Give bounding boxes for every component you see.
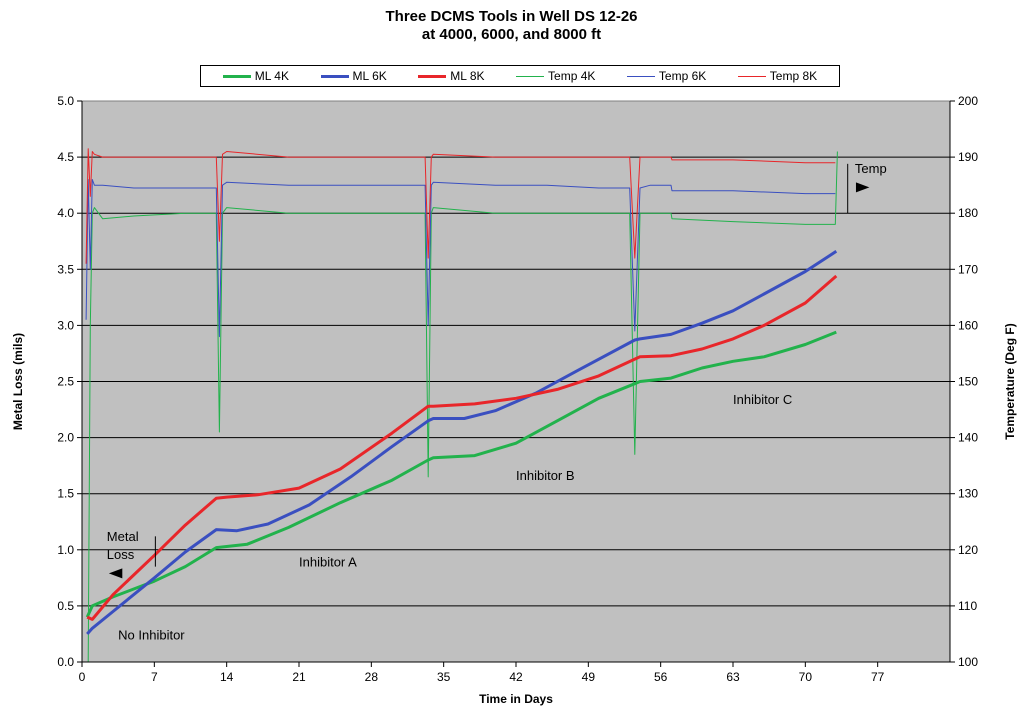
annotation-loss: Loss bbox=[107, 547, 135, 562]
annotation-no-inhibitor: No Inhibitor bbox=[118, 628, 185, 643]
legend-item-temp-6k: Temp 6K bbox=[626, 69, 707, 83]
legend-swatch-temp-8k bbox=[737, 75, 766, 77]
chart-title-line-2: at 4000, 6000, and 8000 ft bbox=[421, 26, 602, 43]
annotation-inhibitor-b: Inhibitor B bbox=[516, 468, 575, 483]
legend-item-ml-6k: ML 6K bbox=[320, 69, 387, 83]
annotation-temp: Temp bbox=[855, 161, 887, 176]
y-tick-label-9: 4.5 bbox=[57, 150, 74, 164]
axis-layer: 0.0 0.5 1.0 1.5 2.0 2.5 3.0 3.5 4.0 4.5 5.0 100 110 1… bbox=[11, 94, 1017, 706]
x-tick-label-8: 56 bbox=[654, 670, 668, 684]
legend-label-temp-4k: Temp 4K bbox=[548, 69, 596, 83]
x-tick-label-7: 49 bbox=[582, 670, 596, 684]
y2-tick-label-2: 120 bbox=[958, 543, 978, 557]
series-layer bbox=[85, 148, 838, 663]
y-tick-label-6: 3.0 bbox=[57, 318, 74, 332]
x-axis-label: Time in Days bbox=[479, 692, 553, 706]
temp-arrow-right bbox=[855, 182, 870, 193]
x-tick-label-5: 35 bbox=[437, 670, 451, 684]
series-line-temp-4k bbox=[87, 151, 838, 663]
chart-title-line-1: Three DCMS Tools in Well DS 12-26 bbox=[385, 8, 638, 25]
legend-label-ml-4k: ML 4K bbox=[254, 69, 289, 83]
y-tick-label-0: 0.0 bbox=[57, 655, 74, 669]
x-tick-label-9: 63 bbox=[726, 670, 740, 684]
legend-item-ml-8k: ML 8K bbox=[418, 69, 485, 83]
y2-tick-label-4: 140 bbox=[958, 431, 978, 445]
legend-label-ml-8k: ML 8K bbox=[450, 69, 485, 83]
legend-item-temp-4k: Temp 4K bbox=[516, 69, 595, 83]
x-tick-label-0: 0 bbox=[79, 670, 86, 684]
annotation-inhibitor-c: Inhibitor C bbox=[733, 392, 792, 407]
y-tick-label-10: 5.0 bbox=[57, 94, 74, 108]
series-line-temp-6k bbox=[85, 179, 836, 338]
y2-tick-label-8: 180 bbox=[958, 206, 978, 220]
annotation-metal: Metal bbox=[107, 529, 139, 544]
series-line-ml-4k bbox=[85, 330, 837, 618]
legend-swatch-ml-8k bbox=[418, 74, 447, 78]
y2-tick-label-9: 190 bbox=[958, 150, 978, 164]
y-axis-label: Metal Loss (mils) bbox=[11, 333, 25, 430]
y2-tick-label-0: 100 bbox=[958, 655, 978, 669]
x-tick-label-1: 7 bbox=[151, 670, 158, 684]
chart-legend: ML 4K ML 6K ML 8K Temp 4K Temp 6K Temp 8… bbox=[200, 65, 840, 87]
series-line-ml-6k bbox=[86, 250, 838, 636]
x-tick-label-6: 42 bbox=[509, 670, 523, 684]
y-tick-label-3: 1.5 bbox=[57, 487, 74, 501]
annotation-inhibitor-a: Inhibitor A bbox=[299, 555, 357, 570]
x-tick-label-3: 21 bbox=[292, 670, 306, 684]
legend-item-ml-4k: ML 4K bbox=[222, 69, 289, 83]
legend-label-temp-8k: Temp 8K bbox=[769, 69, 818, 83]
legend-swatch-ml-6k bbox=[320, 74, 349, 78]
y-tick-label-7: 3.5 bbox=[57, 262, 74, 276]
annotation-layer: No Inhibitor Inhibitor A Inhibitor B Inhibi… bbox=[107, 161, 887, 643]
y2-tick-label-6: 160 bbox=[958, 318, 978, 332]
x-tick-label-4: 28 bbox=[365, 670, 379, 684]
x-tick-label-11: 77 bbox=[871, 670, 885, 684]
series-line-temp-8k bbox=[85, 148, 836, 264]
y2-tick-label-1: 110 bbox=[958, 599, 977, 613]
y2-axis-label: Temperature (Deg F) bbox=[1003, 323, 1017, 439]
legend-item-temp-8k: Temp 8K bbox=[737, 69, 818, 83]
y2-tick-label-7: 170 bbox=[958, 262, 978, 276]
legend-swatch-temp-4k bbox=[516, 75, 545, 77]
y-tick-label-8: 4.0 bbox=[57, 206, 74, 220]
y2-tick-label-10: 200 bbox=[958, 94, 978, 108]
legend-label-ml-6k: ML 6K bbox=[352, 69, 387, 83]
x-tick-label-2: 14 bbox=[220, 670, 234, 684]
legend-swatch-temp-6k bbox=[626, 75, 655, 77]
series-line-ml-8k bbox=[86, 274, 838, 621]
y2-tick-label-5: 150 bbox=[958, 375, 978, 389]
legend-label-temp-6k: Temp 6K bbox=[658, 69, 707, 83]
y-tick-label-5: 2.5 bbox=[57, 375, 74, 389]
y-tick-label-2: 1.0 bbox=[57, 543, 74, 557]
y2-tick-label-3: 130 bbox=[958, 487, 978, 501]
y-tick-label-1: 0.5 bbox=[57, 599, 74, 613]
y-tick-label-4: 2.0 bbox=[57, 431, 74, 445]
metal-loss-arrow-left bbox=[108, 568, 123, 579]
legend-swatch-ml-4k bbox=[222, 74, 251, 78]
x-tick-label-10: 70 bbox=[799, 670, 813, 684]
